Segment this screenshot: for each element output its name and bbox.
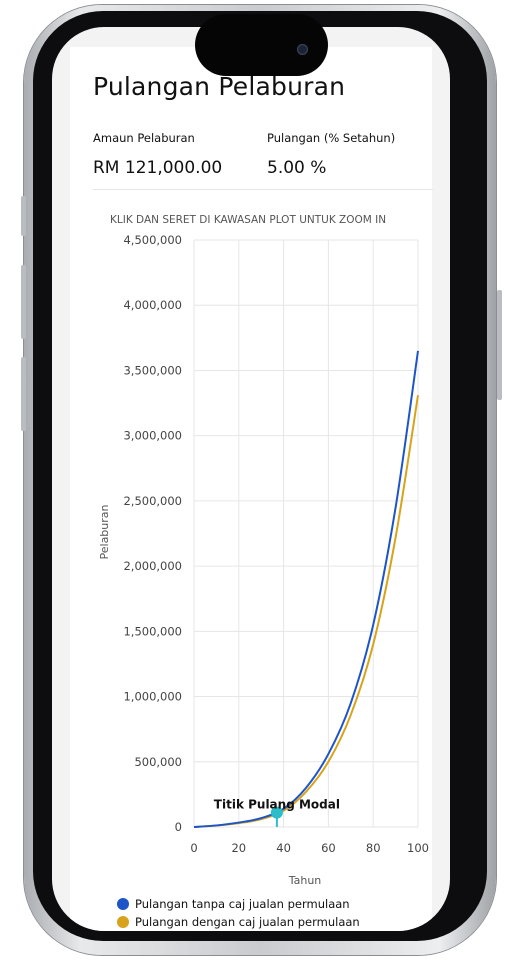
x-tick-label: 80 [366, 841, 381, 855]
x-tick-label: 60 [321, 841, 336, 855]
y-axis-ticks: 0 500,000 1,000,000 1,500,000 2,000,000 2,500… [123, 233, 182, 834]
x-axis-ticks: 0 20 40 60 80 100 [190, 841, 429, 855]
y-axis-label: Pelaburan [98, 504, 111, 559]
chart-series [193, 350, 419, 828]
divider [93, 189, 433, 190]
y-tick-label: 4,500,000 [123, 233, 182, 247]
return-rate-value: 5.00 % [267, 158, 327, 178]
x-tick-label: 20 [231, 841, 246, 855]
x-axis-label: Tahun [288, 874, 322, 887]
x-tick-label: 100 [407, 841, 429, 855]
y-tick-label: 1,500,000 [123, 624, 182, 638]
return-rate-label: Pulangan (% Setahun) [267, 131, 396, 145]
y-tick-label: 500,000 [134, 755, 182, 769]
x-tick-label: 0 [190, 841, 197, 855]
y-tick-label: 1,000,000 [123, 690, 182, 704]
legend-dot-icon [117, 898, 129, 910]
y-tick-label: 2,000,000 [123, 559, 182, 573]
investment-amount-value: RM 121,000.00 [93, 158, 223, 178]
volume-up-button [21, 265, 26, 339]
y-tick-label: 3,000,000 [123, 429, 182, 443]
y-tick-label: 4,000,000 [123, 298, 182, 312]
content-card [70, 47, 432, 931]
breakeven-label: Titik Pulang Modal [214, 798, 340, 812]
page-title: Pulangan Pelaburan [93, 72, 346, 101]
legend-dot-icon [117, 916, 129, 928]
chart-annotation: Titik Pulang Modal [214, 798, 340, 827]
y-tick-label: 3,500,000 [123, 363, 182, 377]
legend-label: Pulangan tanpa caj jualan permulaan [135, 897, 350, 911]
legend-item-no-fee[interactable]: Pulangan tanpa caj jualan permulaan [117, 897, 350, 911]
legend-label: Pulangan dengan caj jualan permulaan [135, 915, 360, 929]
phone-screen [52, 27, 450, 931]
y-tick-label: 0 [175, 820, 182, 834]
investment-amount-label: Amaun Pelaburan [93, 131, 195, 145]
chart-grid [193, 239, 419, 828]
volume-down-button [21, 357, 26, 431]
breakeven-marker[interactable] [270, 806, 283, 819]
power-button [497, 290, 502, 400]
series-line-no-fee [193, 350, 419, 828]
zoom-hint: KLIK DAN SERET DI KAWASAN PLOT UNTUK ZOO… [110, 214, 387, 226]
legend-item-with-fee[interactable]: Pulangan dengan caj jualan permulaan [117, 915, 360, 929]
action-button [21, 196, 26, 236]
y-tick-label: 2,500,000 [123, 494, 182, 508]
camera-icon [297, 44, 308, 55]
x-tick-label: 40 [276, 841, 291, 855]
